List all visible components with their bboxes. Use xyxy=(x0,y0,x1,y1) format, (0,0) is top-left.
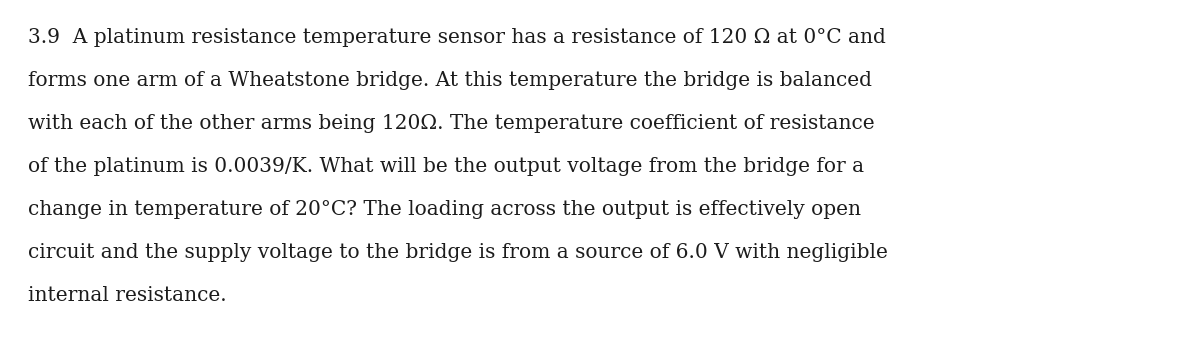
Text: forms one arm of a Wheatstone bridge. At this temperature the bridge is balanced: forms one arm of a Wheatstone bridge. At… xyxy=(28,71,872,90)
Text: with each of the other arms being 120Ω. The temperature coefficient of resistanc: with each of the other arms being 120Ω. … xyxy=(28,114,875,133)
Text: change in temperature of 20°C? The loading across the output is effectively open: change in temperature of 20°C? The loadi… xyxy=(28,200,862,219)
Text: internal resistance.: internal resistance. xyxy=(28,286,227,305)
Text: of the platinum is 0.0039/K. What will be the output voltage from the bridge for: of the platinum is 0.0039/K. What will b… xyxy=(28,157,864,176)
Text: 3.9  A platinum resistance temperature sensor has a resistance of 120 Ω at 0°C a: 3.9 A platinum resistance temperature se… xyxy=(28,28,886,47)
Text: circuit and the supply voltage to the bridge is from a source of 6.0 V with negl: circuit and the supply voltage to the br… xyxy=(28,243,888,262)
